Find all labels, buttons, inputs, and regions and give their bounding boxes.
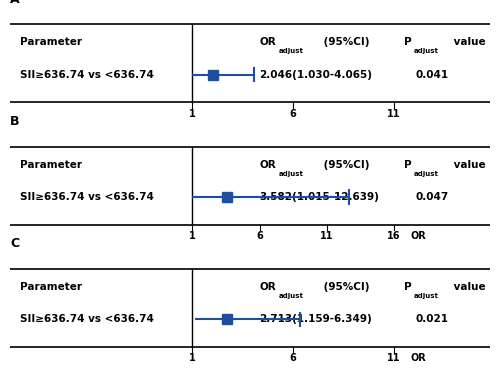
Text: adjust: adjust (279, 293, 304, 299)
Text: 0.041: 0.041 (416, 70, 449, 79)
Text: OR: OR (411, 354, 426, 363)
Text: Parameter: Parameter (20, 282, 82, 292)
Text: 11: 11 (320, 231, 334, 241)
Text: adjust: adjust (414, 171, 439, 177)
Text: 1: 1 (189, 109, 196, 118)
Text: SII≥636.74 vs <636.74: SII≥636.74 vs <636.74 (20, 315, 154, 324)
Text: P: P (404, 37, 411, 47)
Text: 1: 1 (189, 354, 196, 363)
Text: value: value (450, 282, 486, 292)
Text: C: C (10, 237, 19, 250)
Text: 2.713(1.159-6.349): 2.713(1.159-6.349) (260, 315, 372, 324)
Text: (95%CI): (95%CI) (320, 37, 369, 47)
Text: Parameter: Parameter (20, 160, 82, 170)
Text: adjust: adjust (414, 293, 439, 299)
Text: A: A (10, 0, 20, 6)
Text: 6: 6 (290, 109, 296, 118)
Text: 1: 1 (189, 231, 196, 241)
Text: P: P (404, 282, 411, 292)
Text: Parameter: Parameter (20, 37, 82, 47)
Text: 6: 6 (290, 354, 296, 363)
Text: SII≥636.74 vs <636.74: SII≥636.74 vs <636.74 (20, 70, 154, 79)
Text: adjust: adjust (279, 171, 304, 177)
Text: OR: OR (260, 282, 276, 292)
Text: OR: OR (260, 160, 276, 170)
Text: value: value (450, 37, 486, 47)
Text: 3.582(1.015-12.639): 3.582(1.015-12.639) (260, 192, 380, 202)
Text: adjust: adjust (279, 48, 304, 54)
Text: 0.047: 0.047 (416, 192, 449, 202)
Text: (95%CI): (95%CI) (320, 282, 369, 292)
Text: B: B (10, 115, 20, 128)
Text: SII≥636.74 vs <636.74: SII≥636.74 vs <636.74 (20, 192, 154, 202)
Text: 2.046(1.030-4.065): 2.046(1.030-4.065) (260, 70, 372, 79)
Text: value: value (450, 160, 486, 170)
Text: (95%CI): (95%CI) (320, 160, 369, 170)
Text: adjust: adjust (414, 48, 439, 54)
Text: OR: OR (260, 37, 276, 47)
Text: 16: 16 (387, 231, 401, 241)
Text: OR: OR (411, 231, 426, 241)
Text: 11: 11 (387, 109, 401, 118)
Text: 6: 6 (256, 231, 263, 241)
Text: P: P (404, 160, 411, 170)
Text: 0.021: 0.021 (416, 315, 449, 324)
Text: 11: 11 (387, 354, 401, 363)
